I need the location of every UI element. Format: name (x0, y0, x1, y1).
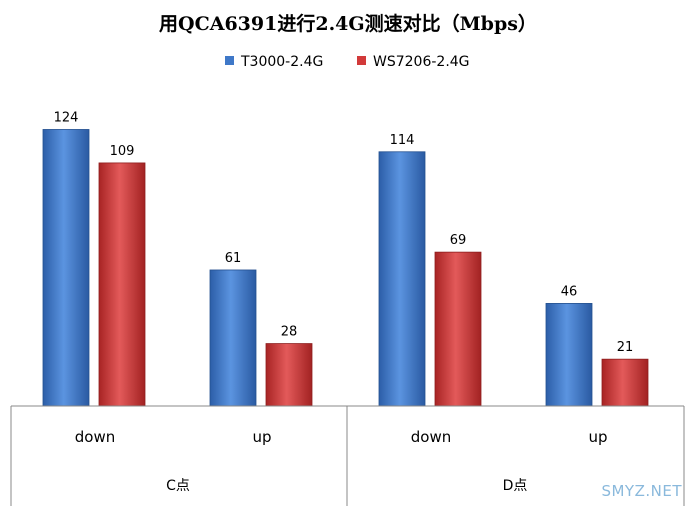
value-label-series1-cat3: 21 (617, 340, 634, 355)
bar-series1-cat2 (434, 251, 482, 407)
chart-title: 用QCA6391进行2.4G测速对比（Mbps） (159, 12, 537, 35)
legend-label-ws7206: WS7206-2.4G (373, 54, 470, 70)
bar-series1-cat3 (601, 358, 649, 407)
category-label-d-up: up (588, 428, 607, 446)
legend: T3000-2.4G WS7206-2.4G (225, 54, 470, 70)
value-label-series1-cat1: 28 (281, 325, 298, 340)
category-label-c-up: up (252, 428, 271, 446)
group-label-d: D点 (503, 478, 528, 494)
legend-swatch-ws7206 (357, 56, 366, 65)
group-label-c: C点 (166, 478, 190, 494)
category-label-d-down: down (411, 428, 451, 446)
bar-series0-cat0 (42, 129, 90, 407)
legend-label-t3000: T3000-2.4G (240, 54, 323, 70)
value-label-series1-cat0: 109 (110, 144, 135, 159)
bar-series1-cat1 (265, 343, 313, 407)
axis-table: down up down up C点 D点 (10, 405, 685, 506)
value-label-series0-cat2: 114 (390, 133, 415, 148)
value-label-series0-cat1: 61 (225, 251, 242, 266)
category-label-c-down: down (75, 428, 115, 446)
value-label-series0-cat3: 46 (561, 284, 578, 299)
value-label-series0-cat0: 124 (54, 110, 79, 125)
value-label-series1-cat2: 69 (450, 233, 467, 248)
bar-series1-cat0 (98, 162, 146, 407)
bar-series0-cat1 (209, 269, 257, 407)
legend-swatch-t3000 (225, 56, 234, 65)
bars: 124 61 114 46 109 28 69 21 (42, 110, 649, 407)
bar-series0-cat2 (378, 151, 426, 407)
watermark: SMYZ.NET (601, 482, 682, 500)
bar-series0-cat3 (545, 303, 593, 407)
